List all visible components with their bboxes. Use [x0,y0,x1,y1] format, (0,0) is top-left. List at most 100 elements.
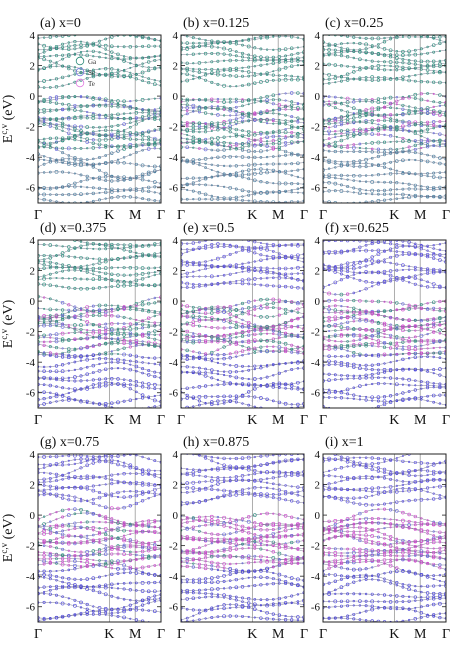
weight-marker [79,124,83,129]
weight-marker [438,70,442,75]
weight-marker [265,181,269,185]
weight-marker [247,98,251,102]
weight-marker [210,282,214,286]
weight-marker [358,57,362,62]
weight-marker [228,97,232,101]
weight-marker [444,375,446,379]
weight-marker [222,140,226,145]
weight-marker [333,390,337,394]
band-line [181,105,304,124]
weight-marker [68,237,70,239]
y-tick-label: 4 [173,235,179,247]
weight-marker [413,347,418,352]
weight-marker [42,515,46,518]
weight-marker [185,103,189,107]
weight-marker [358,180,362,183]
weight-marker [134,122,138,126]
weight-marker [420,267,423,270]
weight-marker [185,355,189,358]
weight-marker [146,129,151,133]
weight-marker [185,333,189,338]
weight-marker [210,316,214,320]
weight-marker [247,382,251,386]
band-line [181,70,304,82]
weight-marker [327,354,331,358]
weight-marker [395,113,399,116]
weight-marker [122,524,126,528]
weight-marker [110,517,114,521]
weight-marker [265,35,269,38]
weight-marker [352,165,356,168]
weight-marker [204,41,207,45]
weight-marker [181,100,183,104]
weight-marker [352,186,356,190]
weight-marker [73,146,77,150]
weight-marker [42,340,46,344]
weight-marker [401,398,405,402]
weight-marker [104,117,107,120]
weight-marker [241,119,244,123]
weight-marker [116,45,120,48]
weight-marker [73,486,77,489]
weight-marker [277,103,282,107]
weight-marker [333,249,338,254]
weight-marker [104,308,107,311]
weight-marker [73,40,77,44]
weight-marker [346,374,350,378]
weight-marker [197,283,201,286]
weight-marker [222,281,226,285]
weight-marker [79,327,83,332]
band-line [38,186,161,190]
weight-marker [296,402,300,407]
weight-marker [364,258,368,262]
band-line [323,93,446,114]
weight-marker [376,259,381,264]
weight-marker [204,334,208,338]
band-line [181,53,304,61]
weight-marker [85,241,89,245]
weight-marker [197,384,202,389]
weight-marker [271,142,275,146]
weight-marker [79,359,83,362]
weight-marker [153,54,157,58]
weight-marker [272,190,275,193]
weight-marker [104,179,108,182]
weight-marker [414,74,417,77]
weight-marker [61,399,64,402]
weight-marker [197,191,202,195]
weight-marker [73,201,77,203]
weight-marker [389,198,392,201]
weight-marker [382,402,387,407]
weight-marker [198,269,201,272]
weight-marker [395,309,398,312]
weight-marker [204,162,207,166]
weight-marker [401,347,405,351]
weight-marker [259,55,263,59]
weight-marker [204,44,207,48]
weight-marker [444,393,446,397]
weight-marker [185,145,189,149]
weight-marker [419,107,424,112]
weight-marker [116,314,120,319]
weight-marker [38,403,40,407]
weight-marker [109,506,114,511]
weight-marker [159,251,161,255]
weight-marker [323,103,325,107]
weight-marker [116,338,120,341]
weight-marker [290,103,294,107]
weight-marker [109,187,114,192]
weight-marker [222,148,226,152]
weight-marker [265,384,269,388]
weight-marker [152,82,157,87]
weight-marker [42,79,46,83]
weight-marker [247,282,251,286]
weight-marker [364,108,368,112]
weight-marker [277,306,281,310]
weight-marker [346,150,349,153]
weight-marker [364,367,368,371]
band-line [323,305,446,321]
weight-marker [432,251,435,255]
weight-marker [290,324,294,328]
weight-marker [364,180,368,183]
weight-marker [216,59,220,63]
